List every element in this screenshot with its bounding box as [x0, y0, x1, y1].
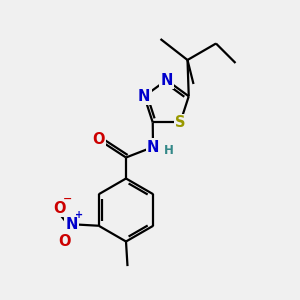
- Text: N: N: [65, 217, 78, 232]
- Text: N: N: [138, 89, 150, 104]
- Text: O: O: [92, 132, 105, 147]
- Text: +: +: [75, 210, 83, 220]
- Text: H: H: [164, 144, 173, 157]
- Text: O: O: [58, 234, 70, 249]
- Text: N: N: [160, 73, 173, 88]
- Text: −: −: [63, 194, 72, 204]
- Text: S: S: [175, 115, 185, 130]
- Text: N: N: [147, 140, 159, 154]
- Text: O: O: [53, 201, 65, 216]
